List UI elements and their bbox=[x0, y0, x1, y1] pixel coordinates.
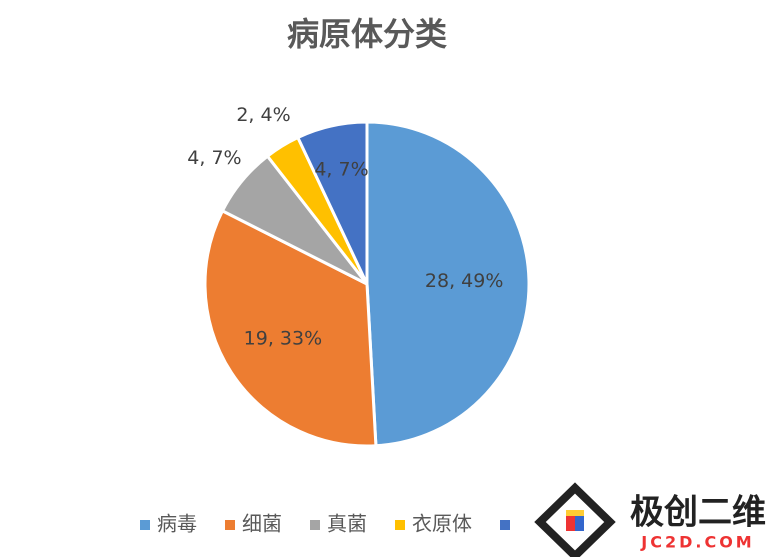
legend-label: 病毒 bbox=[157, 512, 197, 536]
pie-slice bbox=[203, 208, 378, 448]
legend-marker bbox=[310, 520, 320, 530]
data-label: 28, 49% bbox=[425, 270, 504, 292]
data-label: 2, 4% bbox=[236, 104, 290, 126]
watermark-cube bbox=[566, 510, 584, 516]
chart-title: 病原体分类 bbox=[287, 15, 447, 53]
watermark-name: 极创二维 bbox=[630, 493, 766, 533]
pie-slice bbox=[295, 120, 369, 285]
watermark: 极创二维 JC2D.COM bbox=[534, 482, 766, 557]
legend-label: 真菌 bbox=[327, 512, 367, 536]
watermark-cube bbox=[575, 513, 584, 531]
legend-label: 细菌 bbox=[242, 512, 282, 536]
legend-marker bbox=[395, 520, 405, 530]
legend-marker bbox=[140, 520, 150, 530]
data-label: 4, 7% bbox=[187, 147, 241, 169]
data-label: 4, 7% bbox=[314, 159, 368, 181]
data-label: 19, 33% bbox=[244, 327, 323, 349]
pie-slice bbox=[365, 120, 531, 448]
legend-marker bbox=[225, 520, 235, 530]
legend-marker bbox=[500, 520, 510, 530]
watermark-url: JC2D.COM bbox=[640, 533, 754, 552]
legend-label: 衣原体 bbox=[412, 512, 472, 536]
